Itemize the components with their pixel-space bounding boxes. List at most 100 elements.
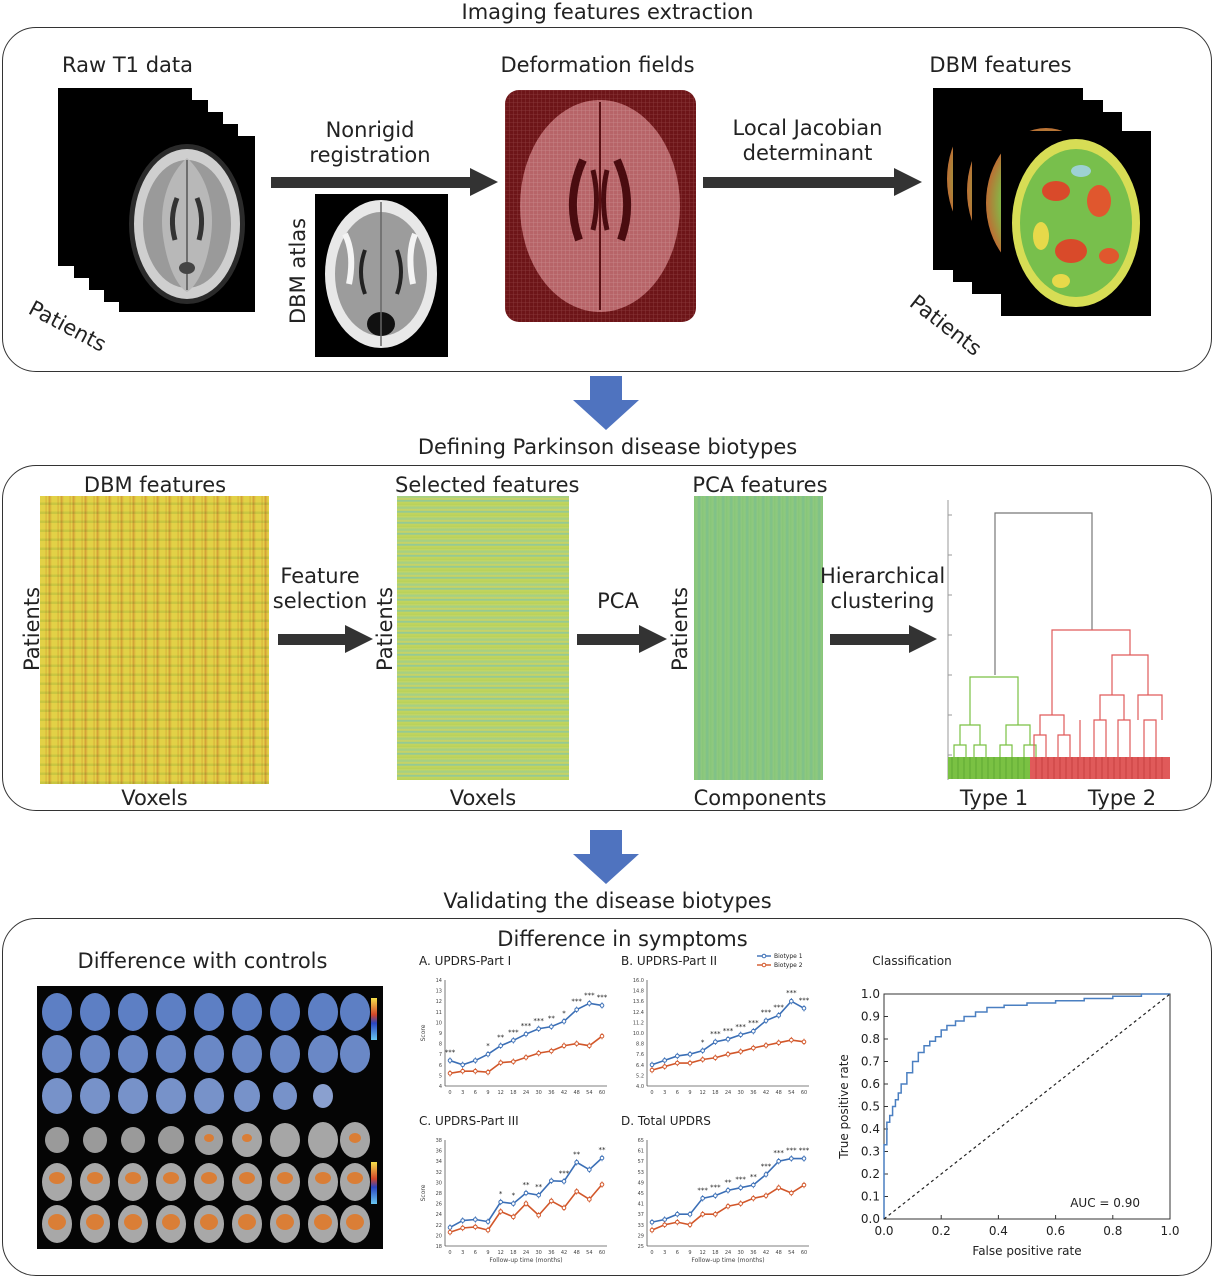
x-tick-label: 36 xyxy=(548,1090,554,1096)
y-tick-label: 13 xyxy=(436,989,442,995)
patients-label-2: Patients xyxy=(373,586,397,672)
significance-label: * xyxy=(701,1039,705,1047)
data-point xyxy=(763,1193,769,1198)
roc-x-label: False positive rate xyxy=(972,1244,1081,1258)
data-point xyxy=(675,1053,680,1059)
data-point xyxy=(523,1031,529,1037)
x-tick-label: 18 xyxy=(712,1090,718,1096)
pca-features-label: PCA features xyxy=(692,473,828,497)
data-point xyxy=(662,1058,667,1063)
data-point xyxy=(649,1219,655,1225)
roc-x-tick-label: 1.0 xyxy=(1160,1224,1179,1238)
t1-slice-front xyxy=(119,136,255,312)
y-tick-label: 53 xyxy=(638,1170,644,1176)
significance-label: *** xyxy=(761,1009,772,1017)
hierarchical-label-1: Hierarchical xyxy=(820,564,946,588)
data-point xyxy=(485,1227,491,1233)
data-point xyxy=(549,1178,554,1184)
nonrigid-label-1: Nonrigid xyxy=(325,118,415,142)
data-point xyxy=(700,1057,705,1062)
data-point xyxy=(549,1024,554,1029)
y-tick-label: 10 xyxy=(436,1020,442,1026)
data-point xyxy=(587,1197,592,1202)
data-point xyxy=(536,1026,541,1032)
data-point xyxy=(574,1189,579,1194)
y-tick-label: 12.4 xyxy=(633,1010,644,1016)
arrow-clustering-head xyxy=(909,625,937,653)
x-tick-label: 48 xyxy=(775,1250,781,1256)
legend-biotype1: Biotype 1 xyxy=(774,953,803,960)
x-tick-label: 54 xyxy=(586,1250,592,1256)
x-tick-label: 42 xyxy=(763,1090,769,1096)
data-point xyxy=(536,1192,541,1198)
y-tick-label: 9 xyxy=(439,1031,442,1037)
roc-y-tick-label: 0.8 xyxy=(861,1032,880,1046)
y-tick-label: 5 xyxy=(439,1073,442,1079)
data-point xyxy=(460,1225,465,1231)
type2-label: Type 2 xyxy=(1087,786,1157,810)
significance-label: *** xyxy=(559,1169,570,1177)
roc-y-tick-label: 0.3 xyxy=(861,1145,880,1159)
significance-label: *** xyxy=(786,989,797,997)
x-tick-label: 0 xyxy=(448,1250,451,1256)
y-tick-label: 12 xyxy=(436,999,442,1005)
significance-label: * xyxy=(512,1192,516,1200)
significance-label: *** xyxy=(799,996,810,1004)
data-point xyxy=(549,1048,554,1054)
data-point xyxy=(447,1070,453,1076)
data-point xyxy=(751,1182,756,1188)
arrow-clustering-shaft xyxy=(830,634,910,645)
y-tick-label: 30 xyxy=(436,1180,442,1186)
roc-y-tick-label: 0.6 xyxy=(861,1077,880,1091)
significance-label: *** xyxy=(799,1147,810,1155)
pca-features-matrix xyxy=(694,496,823,780)
x-tick-label: 54 xyxy=(586,1090,592,1096)
data-point xyxy=(599,1182,605,1187)
significance-label: * xyxy=(499,1190,503,1198)
y-tick-label: 57 xyxy=(638,1159,644,1165)
x-tick-label: 9 xyxy=(688,1090,691,1096)
data-point xyxy=(498,1209,503,1214)
diff-symptoms-label: Difference in symptoms xyxy=(497,927,748,951)
y-tick-label: 61 xyxy=(638,1149,644,1155)
y-tick-label: 8.8 xyxy=(636,1042,644,1048)
patients-label-1: Patients xyxy=(20,586,44,672)
significance-label: *** xyxy=(723,1027,734,1035)
chart-title: C. UPDRS-Part III xyxy=(419,1114,519,1128)
significance-label: * xyxy=(562,1009,566,1017)
y-tick-label: 4.0 xyxy=(636,1084,644,1090)
y-tick-label: 14 xyxy=(436,978,442,984)
data-point xyxy=(801,1039,807,1045)
down-arrow-1 xyxy=(573,376,639,430)
feature-selection-label-1: Feature xyxy=(280,564,360,588)
significance-label: *** xyxy=(533,1017,544,1025)
y-tick-label: 45 xyxy=(638,1191,644,1197)
roc-x-tick-label: 0.6 xyxy=(1046,1224,1065,1238)
x-tick-label: 24 xyxy=(725,1090,731,1096)
y-tick-label: 4 xyxy=(439,1084,442,1090)
data-point xyxy=(789,1156,794,1161)
data-point xyxy=(511,1201,516,1206)
data-point xyxy=(789,1190,794,1196)
roc-x-tick-label: 0.0 xyxy=(874,1224,893,1238)
significance-label: ** xyxy=(548,1015,556,1023)
data-point xyxy=(473,1217,478,1222)
x-tick-label: 0 xyxy=(650,1250,653,1256)
data-point xyxy=(473,1068,478,1074)
section-title-extraction: Imaging features extraction xyxy=(461,0,754,24)
data-point xyxy=(511,1214,516,1220)
dbm-map-front xyxy=(1001,131,1151,316)
data-point xyxy=(687,1060,693,1066)
y-tick-label: 26 xyxy=(436,1202,442,1208)
roc-x-tick-label: 0.2 xyxy=(932,1224,951,1238)
data-point xyxy=(776,1158,781,1164)
y-tick-label: 24 xyxy=(436,1212,442,1218)
x-tick-label: 9 xyxy=(486,1250,489,1256)
type1-label: Type 1 xyxy=(959,786,1029,810)
data-point xyxy=(738,1201,743,1206)
y-tick-label: 8 xyxy=(439,1042,442,1048)
y-tick-label: 34 xyxy=(436,1159,442,1165)
x-tick-label: 0 xyxy=(650,1090,653,1096)
data-point xyxy=(485,1219,491,1224)
